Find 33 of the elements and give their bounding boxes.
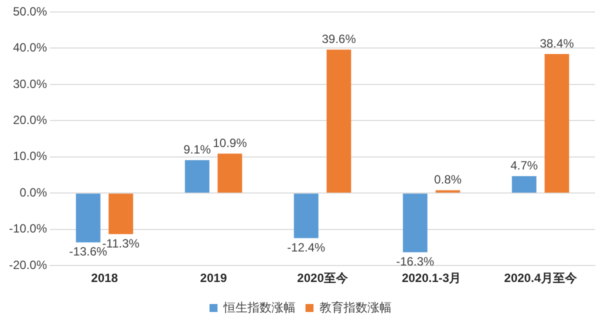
y-tick-label: 50.0%	[12, 4, 48, 18]
y-tick-label: 20.0%	[12, 113, 48, 127]
y-tick-label: -20.0%	[8, 258, 48, 272]
data-label: 9.1%	[183, 142, 212, 156]
legend-label: 恒生指数涨幅	[222, 300, 296, 314]
legend-label: 教育指数涨幅	[320, 300, 392, 314]
y-tick-label: -10.0%	[8, 222, 48, 236]
bar	[436, 190, 460, 193]
x-tick-label: 2019	[200, 271, 228, 286]
bar	[108, 194, 134, 234]
data-label: 38.4%	[540, 36, 574, 50]
data-label: 0.8%	[434, 172, 462, 187]
bar	[402, 194, 428, 252]
x-tick-label: 2018	[91, 271, 118, 286]
x-tick-label: 2020.1-3月	[402, 271, 462, 286]
bar	[294, 194, 318, 238]
bar	[544, 54, 570, 193]
bar	[76, 194, 100, 242]
bar	[184, 160, 210, 193]
data-label: 39.6%	[322, 32, 356, 46]
bar	[218, 154, 242, 193]
data-label: 10.9%	[212, 136, 248, 150]
data-label: -12.4%	[287, 240, 326, 254]
x-tick-label: 2020.4月至今	[504, 271, 578, 286]
bar	[326, 50, 352, 193]
x-tick-label: 2020至今	[297, 271, 349, 286]
y-tick-label: 30.0%	[12, 76, 48, 91]
y-tick-label: 10.0%	[12, 149, 48, 164]
y-tick-label: 40.0%	[12, 40, 48, 55]
bar	[512, 176, 536, 193]
y-tick-label: 0.0%	[20, 185, 48, 200]
data-label: 4.7%	[510, 158, 538, 172]
data-label: -16.3%	[396, 254, 434, 269]
